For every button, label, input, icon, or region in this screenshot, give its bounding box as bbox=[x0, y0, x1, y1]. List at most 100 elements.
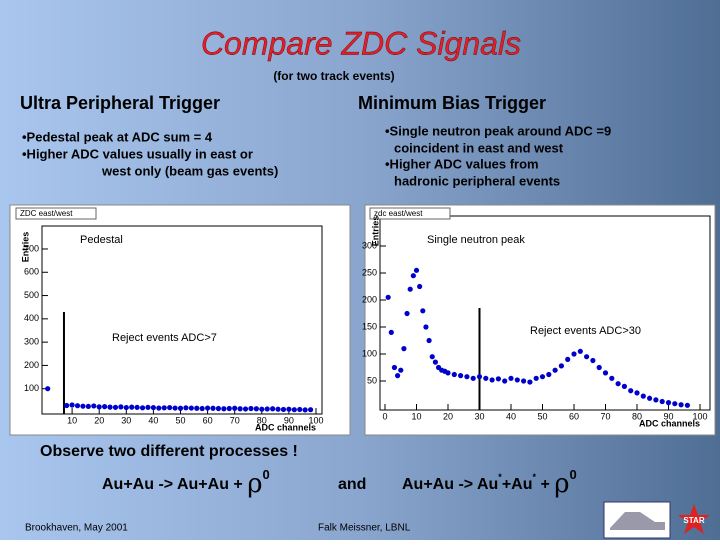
y-axis-label: Entries bbox=[20, 232, 30, 263]
data-point bbox=[96, 404, 102, 410]
y-tick-label: 300 bbox=[24, 337, 39, 347]
data-point bbox=[177, 405, 184, 411]
y-tick-label: 250 bbox=[362, 267, 377, 277]
data-point bbox=[445, 370, 451, 376]
y-tick-label: 300 bbox=[362, 240, 377, 250]
logos: STAR bbox=[603, 501, 710, 539]
right-heading: Minimum Bias Trigger bbox=[358, 93, 546, 113]
data-point bbox=[398, 367, 404, 373]
data-point bbox=[91, 403, 97, 409]
data-point bbox=[102, 404, 108, 410]
x-tick-label: 80 bbox=[632, 411, 642, 421]
data-point bbox=[609, 375, 615, 381]
x-tick-label: 80 bbox=[257, 415, 267, 425]
y-axis-label: Entries bbox=[370, 216, 380, 247]
data-point bbox=[188, 405, 194, 411]
y-tick-label: 400 bbox=[24, 313, 39, 323]
bullet: west only (beam gas events) bbox=[101, 163, 278, 178]
data-point bbox=[302, 407, 308, 413]
data-point bbox=[476, 374, 483, 380]
equation: Au+Au -> Au+Au + ρ0 bbox=[102, 467, 270, 499]
eq-part: * bbox=[532, 472, 536, 482]
x-tick-label: 10 bbox=[67, 415, 77, 425]
eq-part: +Au bbox=[502, 476, 533, 493]
annotation: Reject events ADC>30 bbox=[530, 325, 641, 337]
subtitle: (for two track events) bbox=[273, 69, 394, 83]
y-tick-label: 150 bbox=[362, 321, 377, 331]
data-point bbox=[404, 310, 410, 317]
bullet: •Pedestal peak at ADC sum = 4 bbox=[22, 129, 213, 144]
plot-title: zdc east/west bbox=[374, 209, 423, 218]
y-tick-label: 600 bbox=[24, 267, 39, 277]
data-point bbox=[307, 407, 314, 413]
data-point bbox=[286, 406, 292, 412]
data-point bbox=[634, 390, 640, 396]
x-tick-label: 100 bbox=[308, 415, 323, 425]
data-point bbox=[259, 406, 265, 412]
data-point bbox=[297, 406, 303, 413]
data-point bbox=[270, 406, 276, 412]
x-tick-label: 50 bbox=[175, 415, 185, 425]
data-point bbox=[161, 405, 167, 411]
data-point bbox=[420, 308, 426, 314]
data-point bbox=[577, 348, 583, 354]
x-tick-label: 60 bbox=[203, 415, 213, 425]
data-point bbox=[584, 354, 590, 360]
x-tick-label: 40 bbox=[506, 411, 516, 421]
data-point bbox=[451, 371, 457, 378]
data-point bbox=[112, 404, 119, 410]
data-point bbox=[248, 405, 254, 412]
data-point bbox=[464, 374, 470, 380]
y-tick-label: 200 bbox=[24, 360, 39, 370]
data-point bbox=[194, 405, 200, 411]
eq-part: 0 bbox=[263, 467, 270, 482]
bullet: •Single neutron peak around ADC =9 bbox=[385, 123, 611, 138]
x-axis-label: ADC channels bbox=[255, 422, 316, 432]
data-point bbox=[167, 404, 173, 411]
x-tick-label: 0 bbox=[382, 411, 387, 421]
data-point bbox=[85, 403, 91, 410]
data-point bbox=[45, 386, 51, 392]
data-point bbox=[264, 406, 270, 412]
data-point bbox=[596, 364, 602, 371]
and-text: and bbox=[338, 476, 366, 493]
data-point bbox=[571, 351, 577, 357]
x-tick-label: 30 bbox=[474, 411, 484, 421]
data-point bbox=[470, 375, 476, 381]
title: Compare ZDC Signals bbox=[201, 25, 521, 61]
footer-left: Brookhaven, May 2001 bbox=[25, 523, 128, 534]
data-point bbox=[407, 286, 413, 292]
data-point bbox=[552, 367, 558, 373]
annotation: Single neutron peak bbox=[427, 234, 525, 246]
x-tick-label: 90 bbox=[284, 415, 294, 425]
data-point bbox=[426, 337, 432, 344]
data-point bbox=[107, 404, 113, 410]
eq-part: ρ bbox=[554, 469, 569, 499]
data-point bbox=[253, 406, 259, 412]
left-heading: Ultra Peripheral Trigger bbox=[20, 93, 220, 113]
x-tick-label: 30 bbox=[121, 415, 131, 425]
y-tick-label: 50 bbox=[367, 375, 377, 385]
x-tick-label: 70 bbox=[600, 411, 610, 421]
data-point bbox=[659, 398, 665, 405]
data-point bbox=[527, 379, 533, 385]
data-point bbox=[508, 375, 514, 381]
data-point bbox=[74, 403, 81, 409]
data-point bbox=[546, 371, 552, 378]
data-point bbox=[514, 377, 520, 383]
data-point bbox=[410, 273, 416, 279]
data-point bbox=[205, 405, 211, 411]
data-point bbox=[134, 404, 140, 410]
data-point bbox=[502, 378, 508, 384]
x-tick-label: 70 bbox=[230, 415, 240, 425]
data-point bbox=[653, 397, 659, 403]
plot-title-box bbox=[369, 207, 451, 220]
data-point bbox=[232, 405, 238, 411]
lab-logo-shape bbox=[610, 512, 665, 530]
data-point bbox=[565, 356, 571, 362]
eq-part: Au+Au -> Au+Au + bbox=[102, 476, 247, 493]
data-point bbox=[489, 377, 495, 383]
data-point bbox=[401, 346, 407, 352]
data-point bbox=[533, 375, 539, 381]
eq-part: ρ bbox=[247, 469, 262, 499]
